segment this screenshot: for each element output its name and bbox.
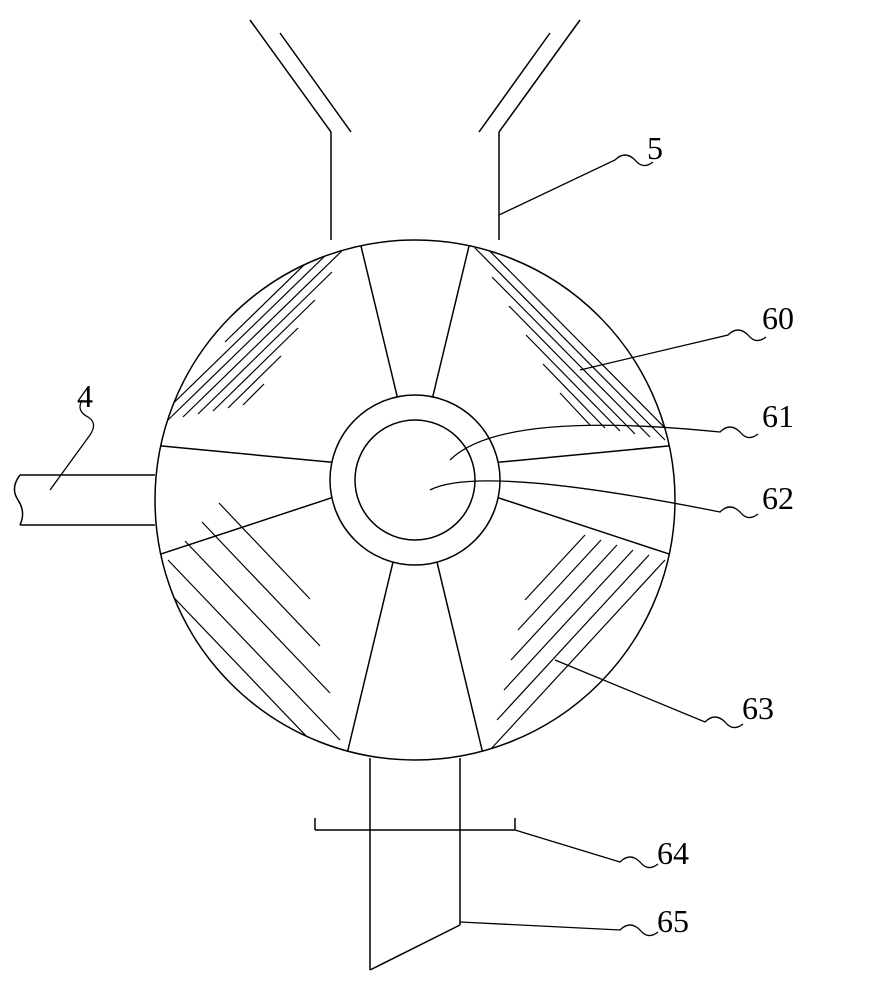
main-circle — [155, 240, 675, 760]
callouts — [50, 155, 766, 936]
diagram-container: 5 60 61 62 63 64 65 4 — [0, 0, 874, 1000]
left-port — [14, 475, 155, 525]
label-65: 65 — [657, 903, 689, 940]
bottom-tube — [315, 758, 515, 970]
label-63: 63 — [742, 690, 774, 727]
schematic-svg — [0, 0, 874, 1000]
top-funnel — [250, 20, 580, 240]
label-5: 5 — [647, 130, 663, 167]
label-62: 62 — [762, 480, 794, 517]
label-64: 64 — [657, 835, 689, 872]
label-4: 4 — [77, 378, 93, 415]
label-60: 60 — [762, 300, 794, 337]
hatching — [155, 188, 680, 784]
label-61: 61 — [762, 398, 794, 435]
inner-ring-inner — [355, 420, 475, 540]
